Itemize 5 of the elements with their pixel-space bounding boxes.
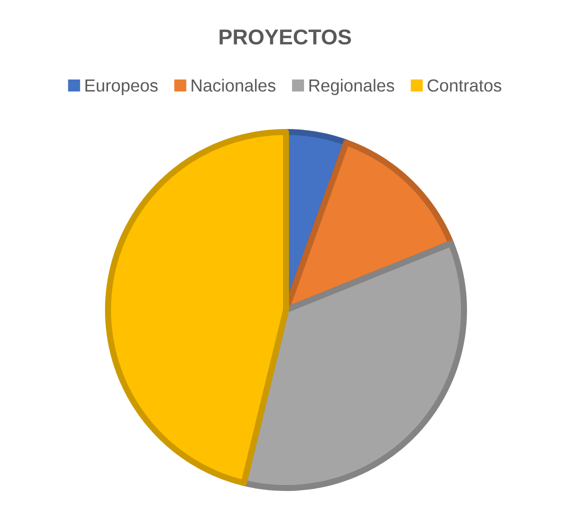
legend-label: Nacionales: [192, 78, 276, 92]
legend-label: Europeos: [86, 80, 158, 96]
legend-label: Regionales: [309, 78, 394, 96]
legend-label: Contratos: [428, 79, 502, 92]
chart-title: PROYECTOS: [220, 29, 351, 45]
